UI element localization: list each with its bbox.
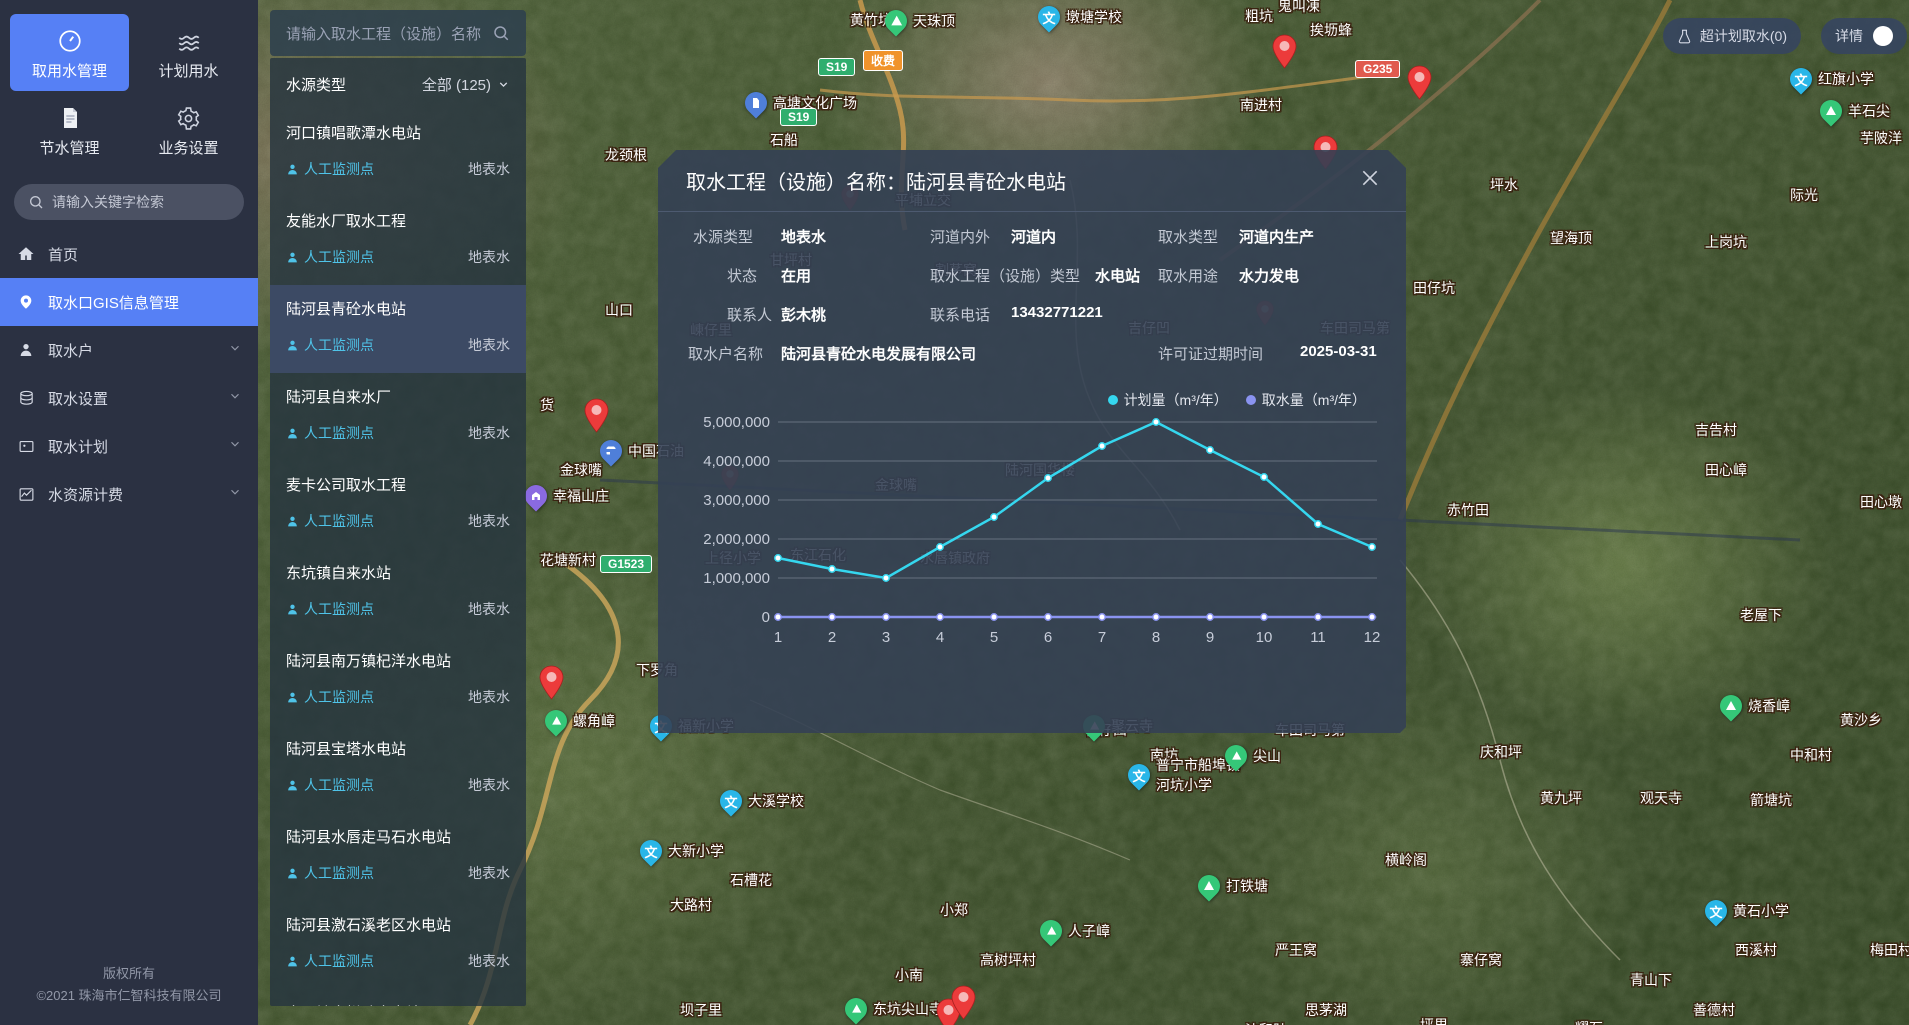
svg-text:5,000,000: 5,000,000 <box>703 414 770 431</box>
svg-text:11: 11 <box>1310 629 1326 646</box>
svg-text:9: 9 <box>1206 629 1214 646</box>
svg-text:0: 0 <box>762 609 770 626</box>
svg-text:4: 4 <box>936 629 944 646</box>
svg-text:4,000,000: 4,000,000 <box>703 453 770 470</box>
svg-text:2: 2 <box>828 629 836 646</box>
svg-text:5: 5 <box>990 629 998 646</box>
svg-text:3,000,000: 3,000,000 <box>703 492 770 509</box>
svg-text:1: 1 <box>774 629 782 646</box>
svg-text:2,000,000: 2,000,000 <box>703 531 770 548</box>
svg-text:10: 10 <box>1256 629 1273 646</box>
svg-text:6: 6 <box>1044 629 1052 646</box>
svg-text:7: 7 <box>1098 629 1106 646</box>
svg-text:12: 12 <box>1364 629 1381 646</box>
svg-text:1,000,000: 1,000,000 <box>703 570 770 587</box>
svg-text:8: 8 <box>1152 629 1160 646</box>
svg-text:3: 3 <box>882 629 890 646</box>
